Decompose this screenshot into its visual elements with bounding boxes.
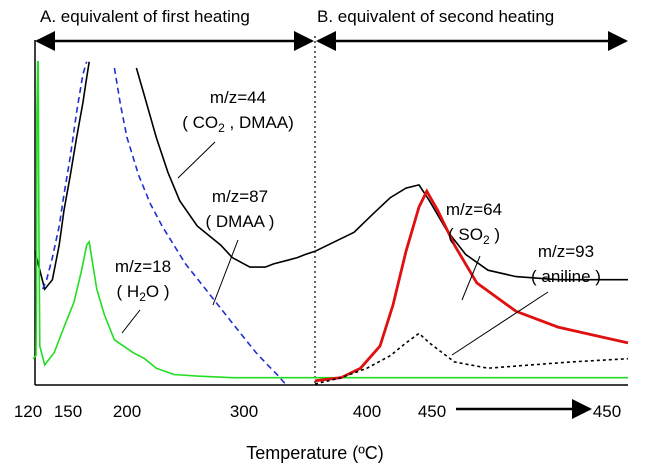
- x-tick-label: 400: [353, 402, 381, 421]
- tick-labels: 120 150 200 300 400 450 450: [14, 402, 621, 421]
- series-label-species: ( CO2 , DMAA): [182, 113, 294, 135]
- series-line-3-b: [314, 188, 629, 383]
- plot-frame: A. equivalent of first heating B. equival…: [34, 7, 628, 419]
- series-line-0-a: [34, 61, 90, 291]
- x-tick-label: 150: [54, 402, 82, 421]
- x-axis-label: Temperature (ºC): [246, 443, 384, 463]
- series-label-species: ( DMAA ): [206, 212, 275, 231]
- series-label-leader: [121, 309, 141, 334]
- series-label-name: m/z=93: [538, 242, 594, 261]
- segment-b-label: B. equivalent of second heating: [317, 7, 554, 26]
- series-line-1-a: [41, 61, 88, 290]
- series-labels: m/z=44 ( CO2 , DMAA) m/z=87 ( DMAA ) m/z=18 (…: [115, 88, 601, 356]
- series-label-species: ( H2O ): [117, 282, 170, 304]
- series-label-name: m/z=18: [115, 257, 171, 276]
- series-line-0-b: [314, 183, 628, 281]
- segment-a-label: A. equivalent of first heating: [40, 7, 250, 26]
- series-label-name: m/z=44: [210, 88, 266, 107]
- series-lines: [32, 60, 629, 385]
- x-tick-label: 300: [230, 402, 258, 421]
- series-label-leader: [461, 255, 481, 301]
- series-line-4-b: [314, 332, 629, 385]
- series-line-2-a: [32, 60, 315, 379]
- series-line-0-a2: [135, 67, 316, 268]
- series-label-name: m/z=87: [212, 187, 268, 206]
- x-tick-label: 120: [14, 402, 42, 421]
- series-label-leader: [212, 239, 239, 306]
- series-label-leader: [451, 291, 549, 356]
- x-tick-label: 450: [418, 402, 446, 421]
- series-label-name: m/z=64: [446, 200, 502, 219]
- series-line-1-a2: [113, 67, 287, 385]
- x-tick-label: 450: [593, 402, 621, 421]
- series-label-leader: [177, 141, 216, 179]
- x-tick-label: 200: [113, 402, 141, 421]
- series-label-species: ( SO2 ): [448, 225, 500, 247]
- series-label-species: ( aniline ): [531, 267, 601, 286]
